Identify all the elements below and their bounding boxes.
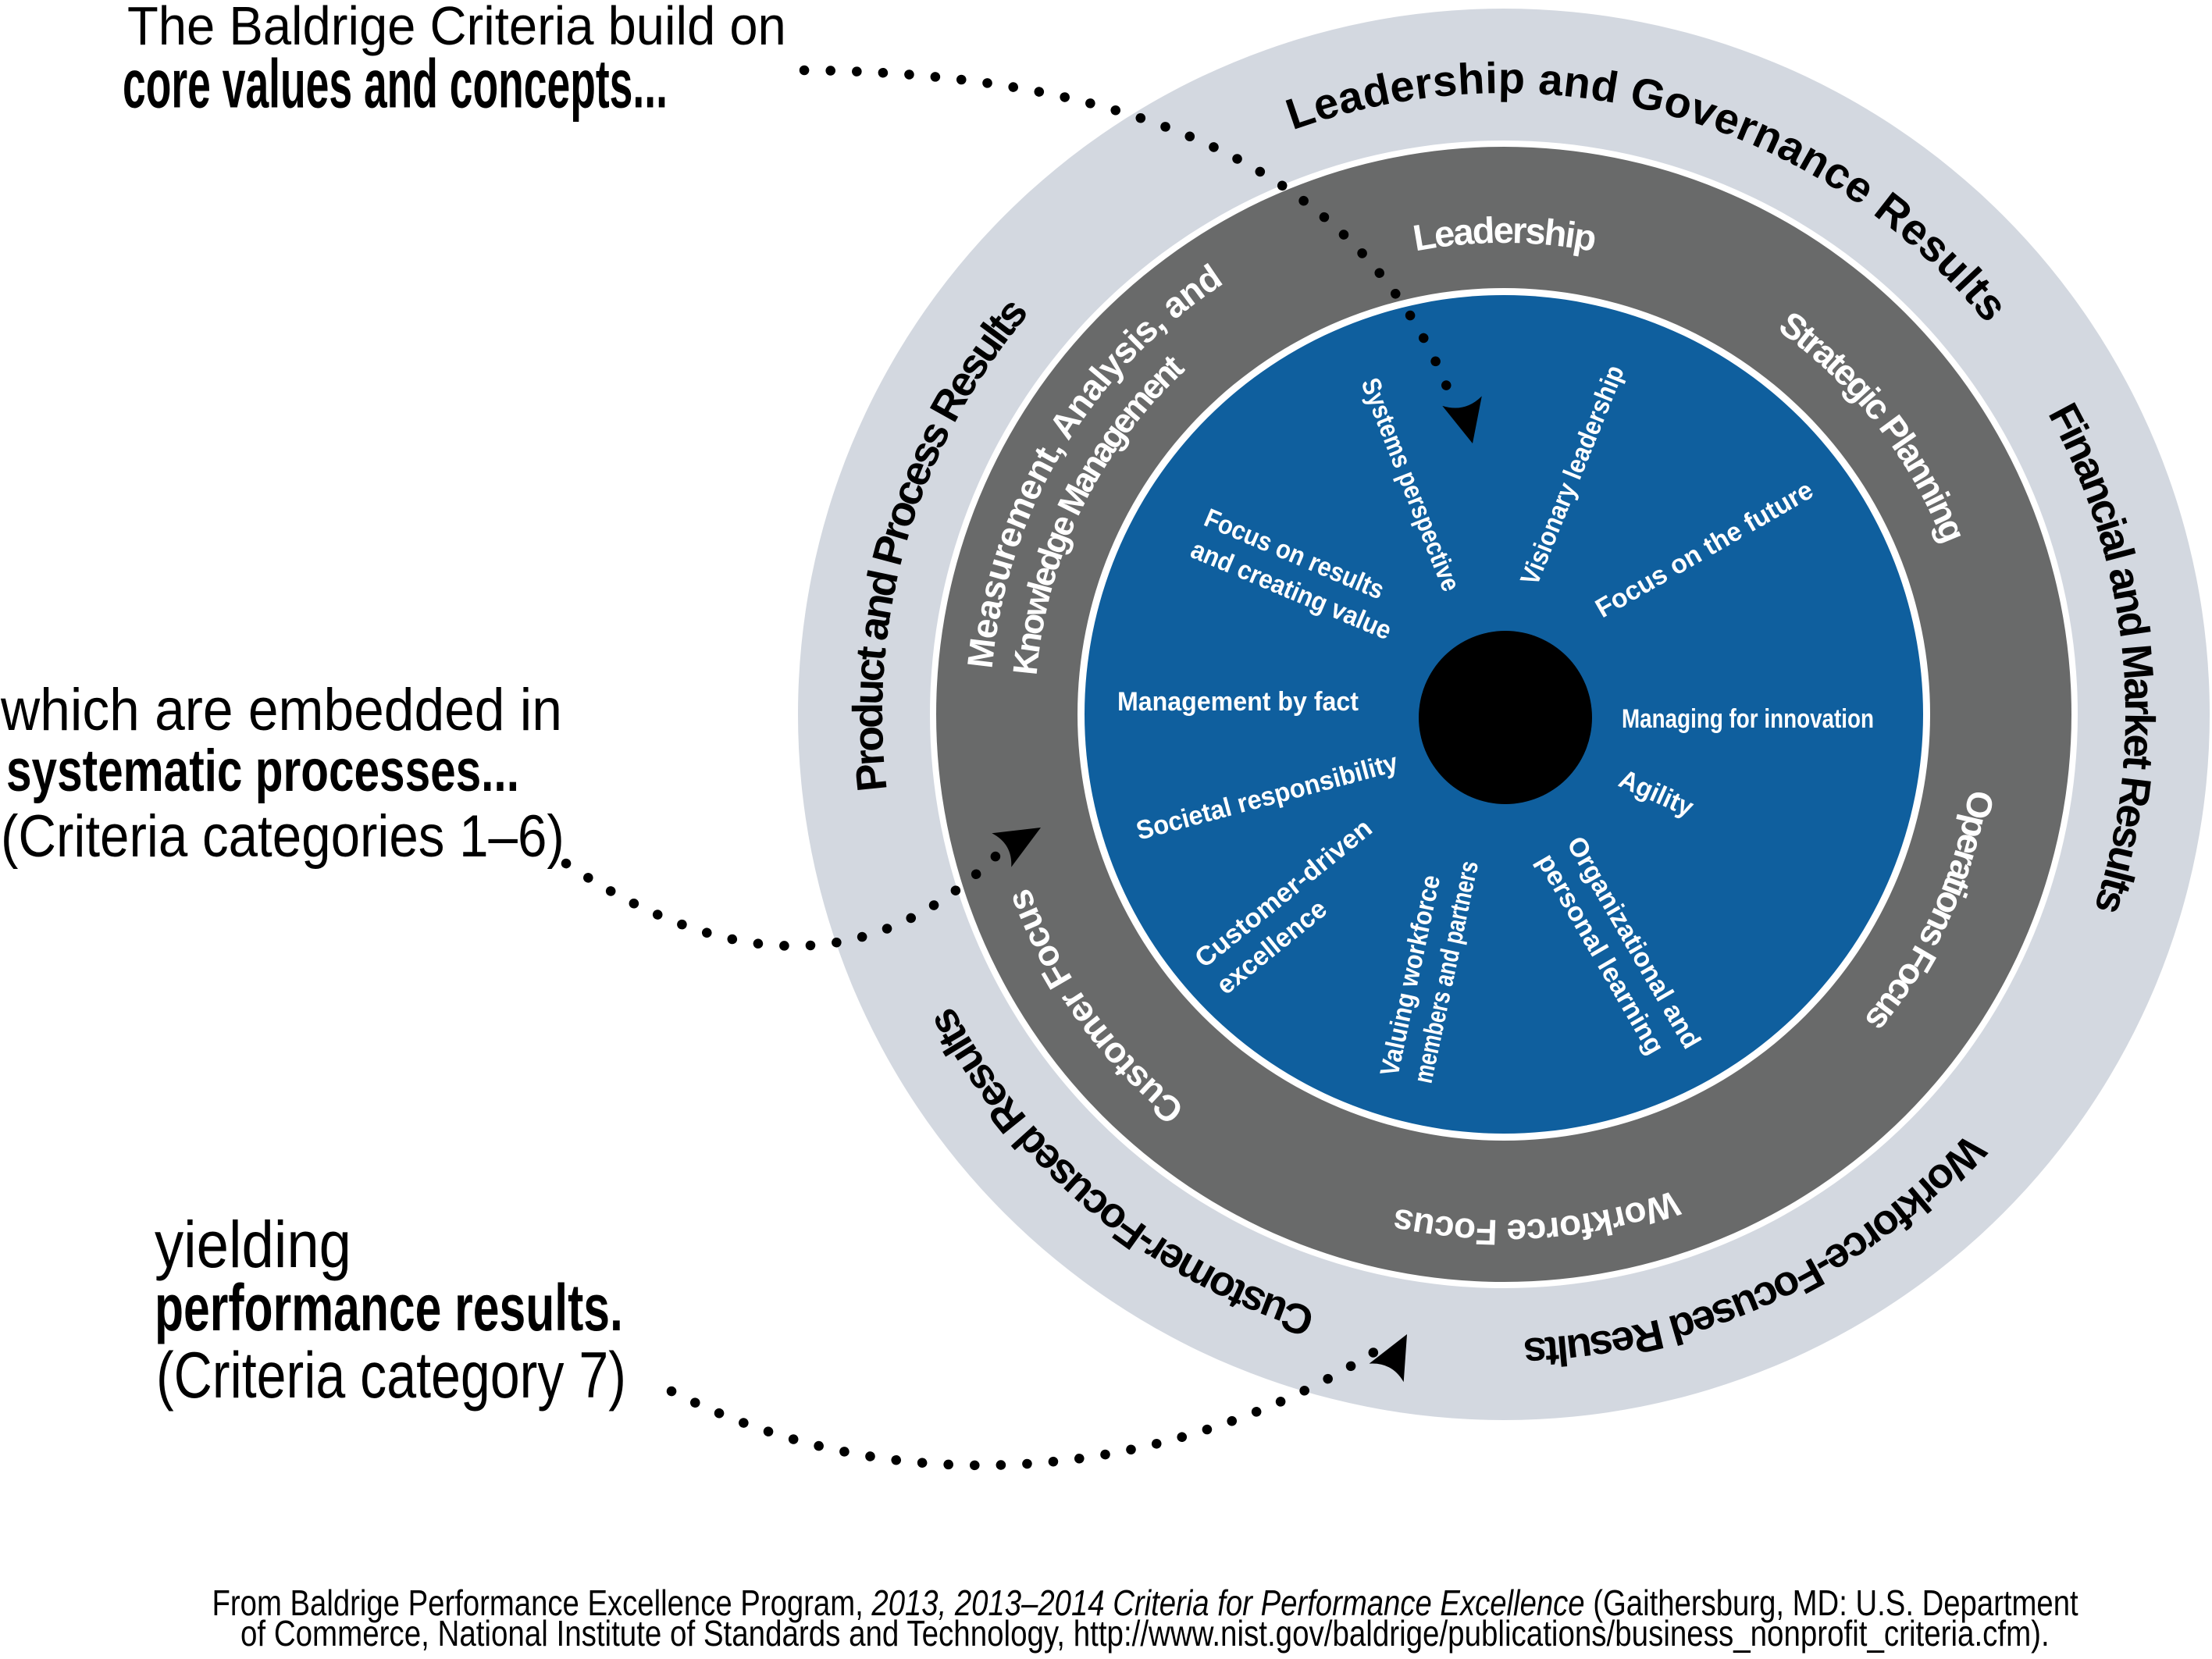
svg-text:(Criteria category 7): (Criteria category 7) xyxy=(156,1339,626,1412)
svg-text:performance results.: performance results. xyxy=(155,1271,623,1344)
svg-text:core values and concepts...: core values and concepts... xyxy=(123,46,668,123)
svg-text:The Baldrige Criteria build on: The Baldrige Criteria build on xyxy=(127,0,786,57)
svg-text:Management by fact: Management by fact xyxy=(1117,687,1359,717)
svg-text:From Baldrige Performance Exce: From Baldrige Performance Excellence Pro… xyxy=(212,1583,2078,1623)
svg-text:systematic processes...: systematic processes... xyxy=(6,739,519,804)
svg-text:(Criteria categories 1–6): (Criteria categories 1–6) xyxy=(1,803,565,870)
svg-text:Managing for innovation: Managing for innovation xyxy=(1622,704,1874,734)
svg-text:of Commerce, National Institut: of Commerce, National Institute of Stand… xyxy=(240,1614,2050,1654)
svg-text:Leadership: Leadership xyxy=(1410,209,1598,259)
svg-text:which are embedded in: which are embedded in xyxy=(0,677,562,743)
svg-text:yielding: yielding xyxy=(155,1208,351,1281)
